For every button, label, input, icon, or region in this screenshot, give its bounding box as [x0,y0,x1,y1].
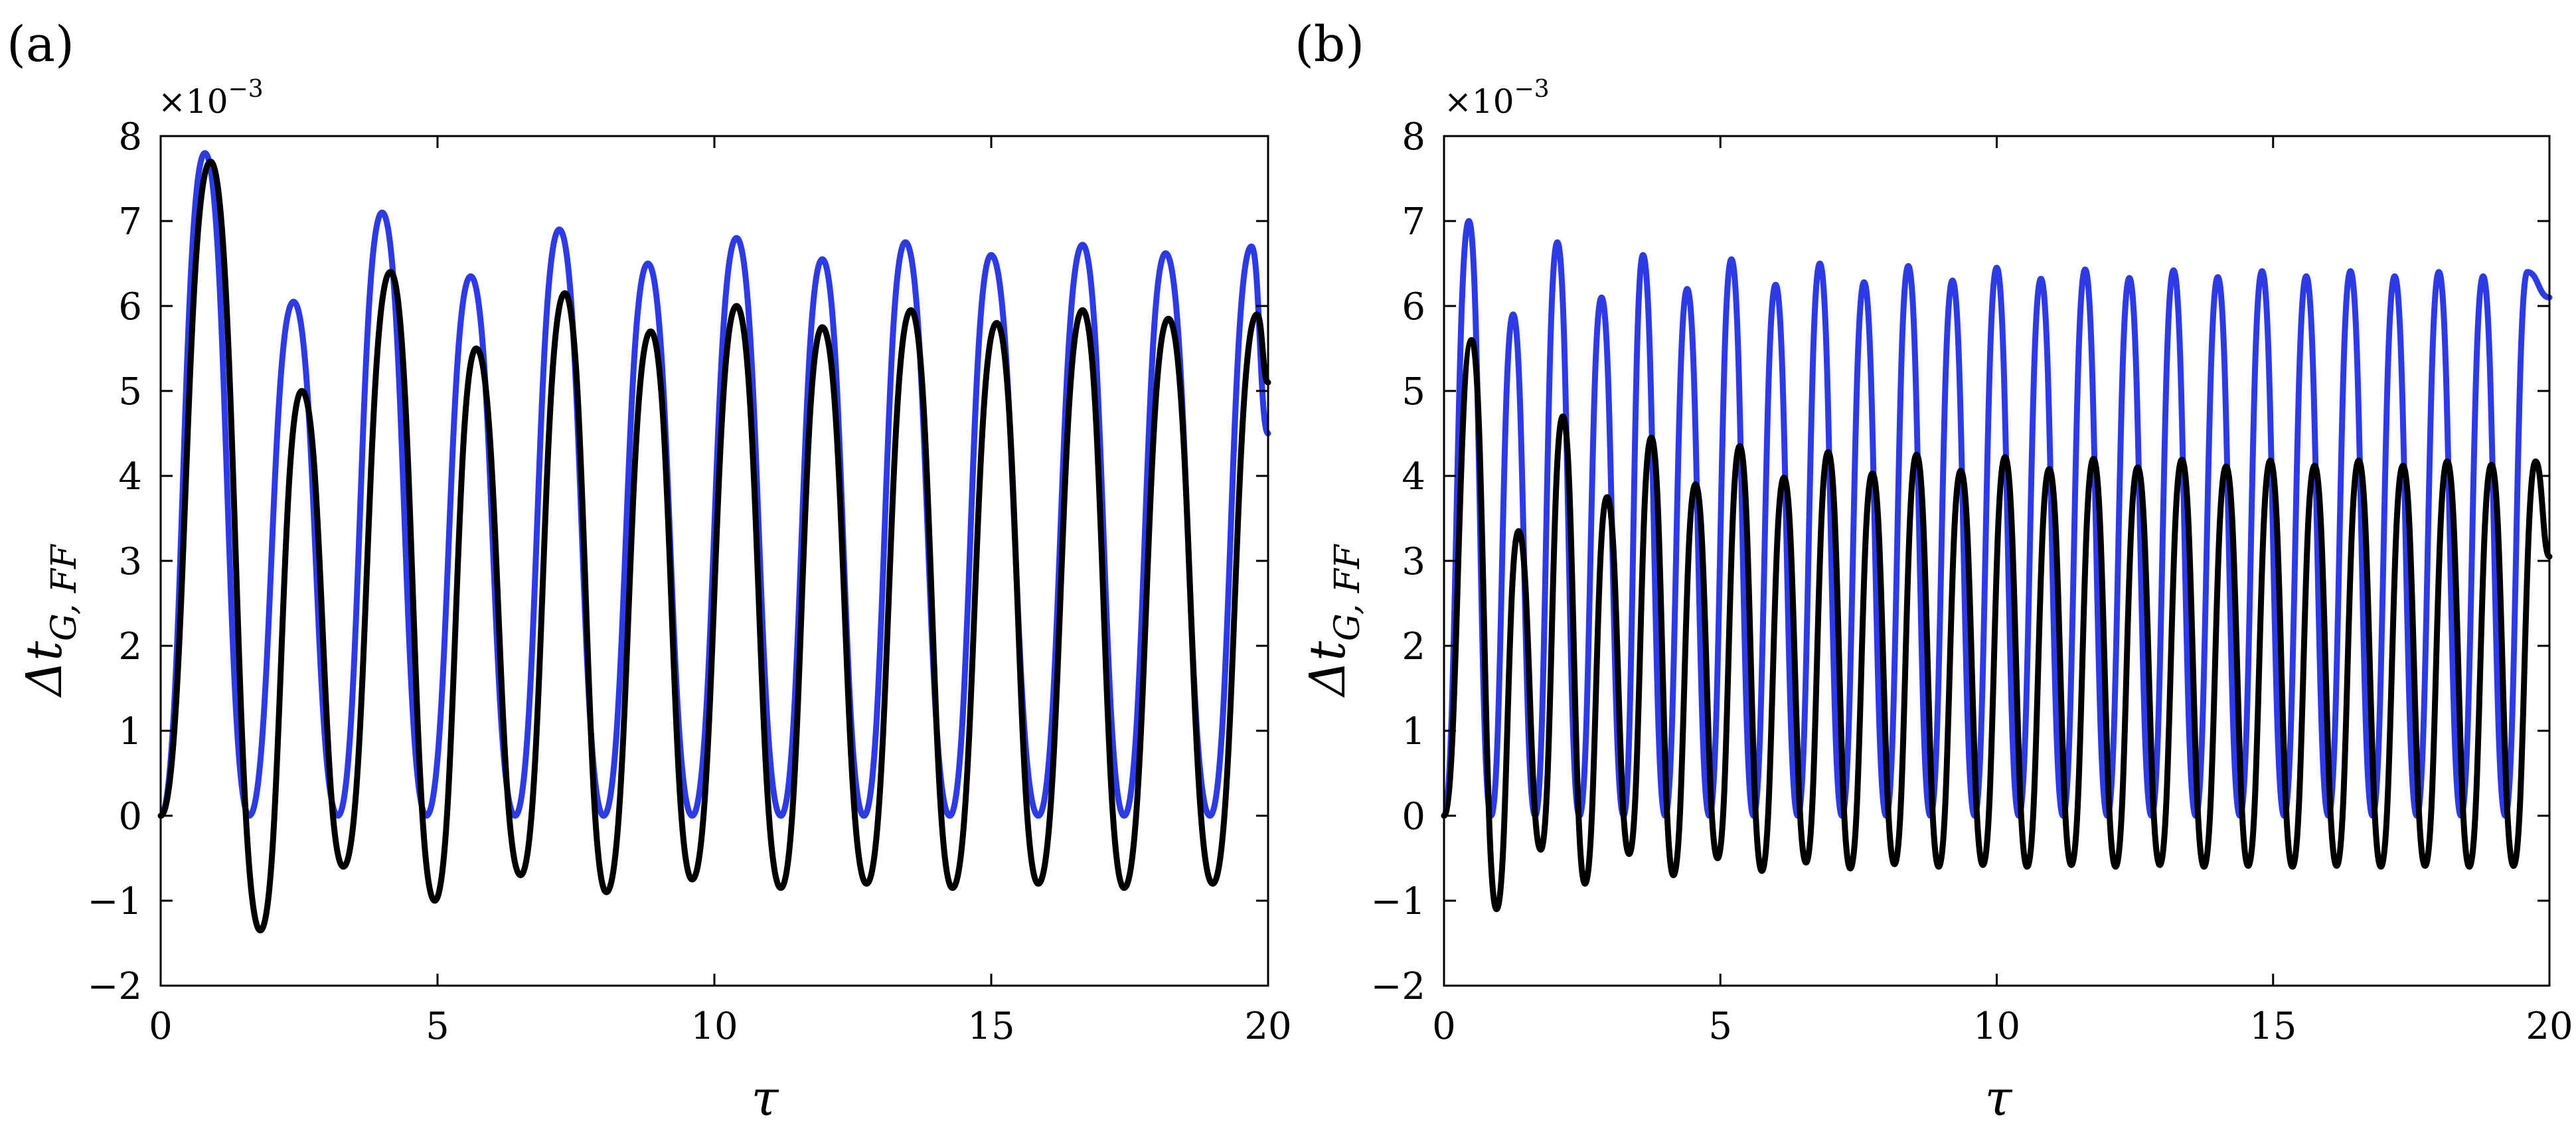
y-multiplier-b: ×10−3 [1444,76,1550,121]
y-tick-label-b: 4 [1402,455,1425,498]
y-tick-label-a: 2 [118,625,142,668]
y-axis-label-main-b: Δt [1299,641,1356,698]
y-tick-label-a: 0 [118,795,142,838]
y-tick-label-a: 8 [118,115,142,159]
x-tick-label-b: 15 [2249,1005,2296,1048]
y-tick-label-b: 6 [1402,285,1425,329]
y-axis-label-sub-b: G, FF [1328,544,1368,641]
series-line-a-1 [157,150,1271,819]
y-tick-label-b: 1 [1402,710,1425,753]
x-tick-label-b: 5 [1708,1005,1732,1048]
y-tick-label-a: 1 [118,710,142,753]
y-tick-label-b: 8 [1402,115,1425,159]
y-tick-label-a: 6 [118,285,142,329]
x-axis-label-b: τ [1985,1070,2013,1127]
x-tick-label-a: 5 [426,1005,449,1048]
y-tick-label-b: 5 [1402,370,1425,414]
x-tick-label-a: 20 [1244,1005,1291,1048]
x-tick-label-b: 0 [1432,1005,1456,1048]
y-tick-label-b: 7 [1402,200,1425,244]
y-tick-label-a: −2 [87,965,142,1008]
y-tick-label-b: 0 [1402,795,1425,838]
y-axis-label-a: ΔtG, FF [16,544,84,698]
plot-area-a: 0 5 10 15 20 −2 −1 0 1 2 3 4 5 6 7 8 [87,115,1291,1048]
series-line-a-2 [157,158,1271,934]
y-multiplier-a: ×10−3 [158,76,264,121]
y-tick-label-a: 3 [118,540,142,583]
svg-text:ΔtG, FF: ΔtG, FF [1299,544,1368,698]
panel-b: (b) ×10−3 ΔtG, FF τ 0 5 10 15 20 −2 −1 0 1 2 3 4 5 6 7… [1295,16,2573,1127]
x-tick-label-b: 20 [2526,1005,2573,1048]
y-tick-label-a: −1 [87,880,142,923]
x-tick-label-a: 15 [967,1005,1014,1048]
series-line-b-2 [1441,337,2553,913]
x-tick-label-a: 0 [149,1005,173,1048]
plot-frame-b [1443,135,2551,987]
y-axis-label-b: ΔtG, FF [1299,544,1368,698]
x-tick-label-a: 10 [690,1005,738,1048]
y-tick-label-b: 3 [1402,540,1425,583]
y-tick-label-a: 5 [118,370,142,414]
y-axis-label-main-a: Δt [16,641,73,698]
y-tick-label-b: 2 [1402,625,1425,668]
y-tick-label-a: 4 [118,455,142,498]
svg-text:ΔtG, FF: ΔtG, FF [16,544,84,698]
panel-label-b: (b) [1295,16,1364,73]
y-tick-label-b: −2 [1370,965,1425,1008]
series-line-b-1 [1441,218,2553,819]
plot-frame-a [159,135,1269,987]
y-tick-label-a: 7 [118,200,142,244]
plot-area-b: 0 5 10 15 20 −2 −1 0 1 2 3 4 5 6 7 8 [1370,115,2573,1048]
y-axis-label-sub-a: G, FF [44,544,84,641]
y-tick-label-b: −1 [1370,880,1425,923]
x-tick-label-b: 10 [1973,1005,2020,1048]
panel-a: (a) ×10−3 ΔtG, FF τ 0 5 10 15 20 −2 −1 0 1 2 3 4 5 6 7… [7,16,1292,1127]
x-axis-label-a: τ [752,1070,779,1127]
panel-label-a: (a) [7,16,74,73]
